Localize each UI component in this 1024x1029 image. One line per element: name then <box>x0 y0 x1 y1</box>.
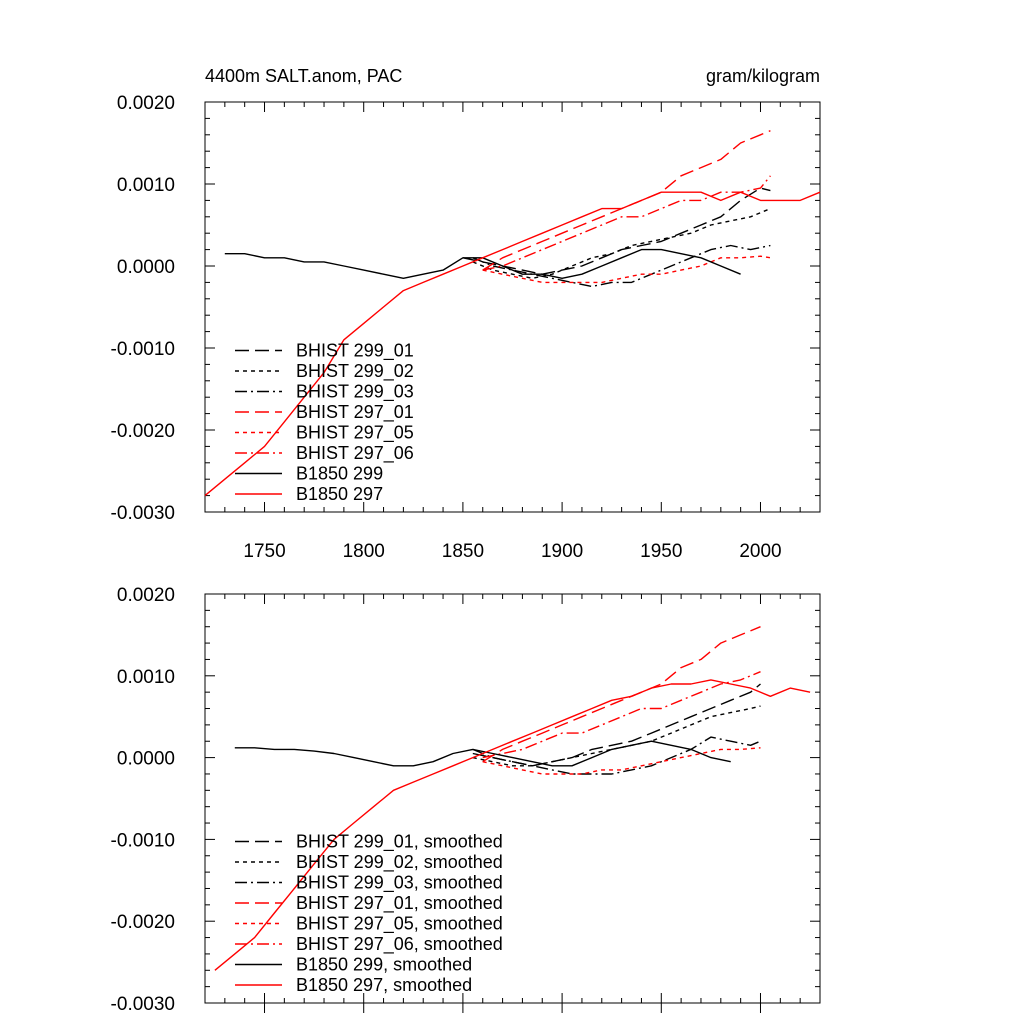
series-line <box>472 683 761 767</box>
y-tick-label: 0.0020 <box>117 93 175 114</box>
legend-label: BHIST 299_02 <box>296 361 414 382</box>
x-tick-label: 1750 <box>243 541 285 562</box>
series-line <box>462 187 771 275</box>
y-tick-label: -0.0010 <box>111 339 175 360</box>
y-tick-label: 0.0000 <box>117 749 175 770</box>
legend-label: BHIST 297_06, smoothed <box>296 934 503 955</box>
series-line <box>472 705 761 767</box>
x-tick-label: 1800 <box>343 541 385 562</box>
y-tick-label: -0.0010 <box>111 830 175 851</box>
series-line <box>472 736 761 775</box>
x-tick-label: 1850 <box>442 541 484 562</box>
legend-label: B1850 297, smoothed <box>296 975 472 995</box>
series-line <box>482 671 761 759</box>
series-line <box>204 191 821 497</box>
legend-label: BHIST 299_01 <box>296 341 414 362</box>
legend-label: B1850 299 <box>296 464 383 484</box>
plot-frame <box>204 593 821 1004</box>
x-tick-label: 1950 <box>640 541 682 562</box>
legend-label: B1850 297 <box>296 484 383 504</box>
y-tick-label: -0.0030 <box>111 994 175 1015</box>
legend-label: BHIST 297_06 <box>296 443 414 464</box>
y-tick-label: 0.0020 <box>117 585 175 606</box>
legend-label: BHIST 297_05, smoothed <box>296 914 503 935</box>
x-tick-label: 2000 <box>739 541 781 562</box>
y-tick-label: -0.0020 <box>111 912 175 933</box>
y-tick-label: -0.0030 <box>111 503 175 524</box>
series-line <box>472 207 771 279</box>
series-line <box>482 175 771 271</box>
legend-label: BHIST 297_05 <box>296 423 414 444</box>
x-tick-label: 1900 <box>541 541 583 562</box>
legend-label: BHIST 299_03, smoothed <box>296 873 503 894</box>
series-line <box>482 626 761 763</box>
units-label: gram/kilogram <box>706 66 820 86</box>
panel-top: 0.0020 0.0010 0.0000 -0.0010 -0.0020 -0.0030 1… <box>111 93 821 562</box>
series-line <box>482 255 771 284</box>
legend-label: BHIST 299_03 <box>296 382 414 403</box>
chart-title: 4400m SALT.anom, PAC <box>205 66 402 86</box>
series-line <box>234 740 731 767</box>
plot-frame <box>204 101 821 513</box>
panel-bottom: 0.0020 0.0010 0.0000 -0.0010 -0.0020 -0.0030 B… <box>111 585 821 1015</box>
y-tick-label: -0.0020 <box>111 421 175 442</box>
legend-label: B1850 299, smoothed <box>296 955 472 975</box>
series-line <box>472 244 771 288</box>
y-tick-label: 0.0010 <box>117 175 175 196</box>
legend-label: BHIST 297_01 <box>296 402 414 423</box>
series-line <box>482 747 761 775</box>
y-tick-label: 0.0010 <box>117 667 175 688</box>
legend-label: BHIST 297_01, smoothed <box>296 893 503 914</box>
series-line <box>224 248 741 279</box>
series-line <box>214 679 811 971</box>
legend-label: BHIST 299_01, smoothed <box>296 832 503 853</box>
legend-label: BHIST 299_02, smoothed <box>296 852 503 873</box>
y-tick-label: 0.0000 <box>117 257 175 278</box>
